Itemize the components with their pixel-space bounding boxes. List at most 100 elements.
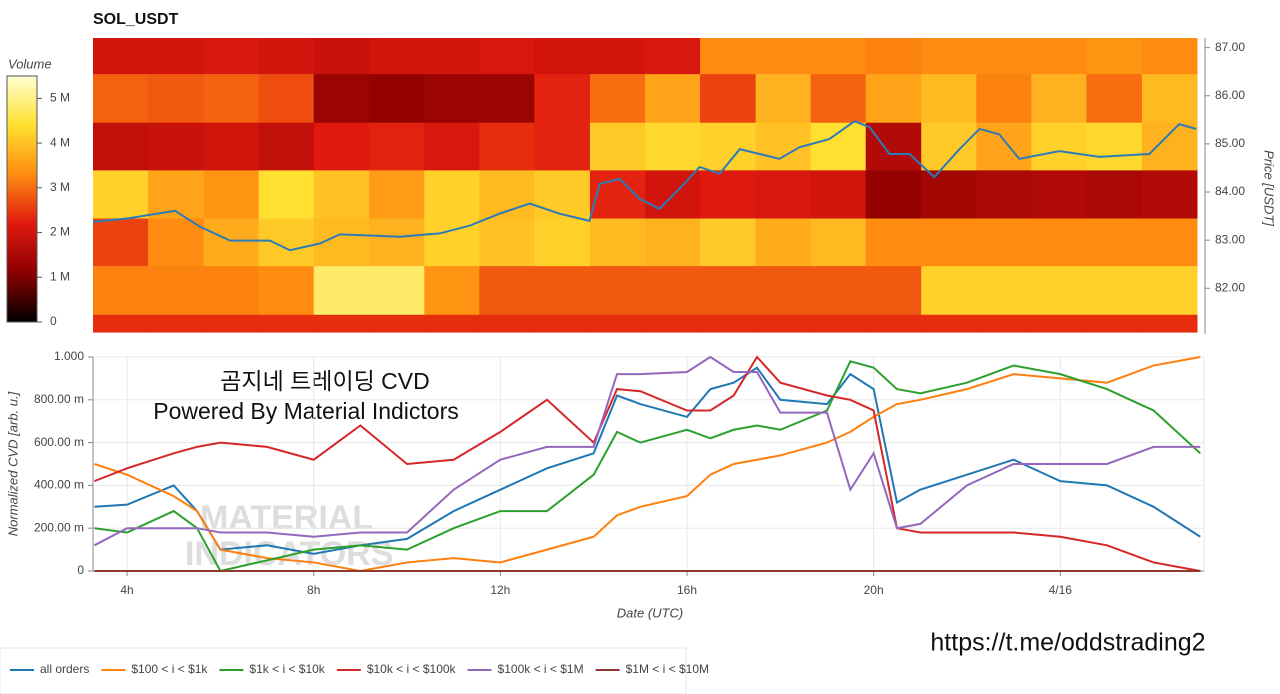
footer-link: https://t.me/oddstrading2 bbox=[930, 629, 1205, 657]
heatmap-cell bbox=[424, 73, 480, 123]
heatmap-cell bbox=[976, 38, 1032, 75]
heatmap-cell bbox=[479, 122, 535, 171]
y2-tick-label: 86.00 bbox=[1215, 88, 1245, 102]
heatmap-cell bbox=[369, 73, 425, 123]
heatmap-cell bbox=[865, 218, 922, 267]
heatmap-cell bbox=[921, 218, 977, 267]
heatmap-cell bbox=[1031, 38, 1087, 75]
heatmap-cell bbox=[1031, 314, 1087, 333]
heatmap-cell bbox=[424, 265, 480, 315]
y2-tick-label: 83.00 bbox=[1215, 232, 1245, 246]
heatmap-cell bbox=[313, 314, 370, 333]
heatmap-cell bbox=[865, 73, 922, 123]
heatmap-cell bbox=[258, 38, 315, 75]
heatmap-cell bbox=[424, 122, 480, 171]
heatmap-cell bbox=[313, 265, 370, 315]
heatmap-cell bbox=[148, 218, 205, 267]
heatmap-cell bbox=[700, 38, 757, 75]
heatmap-cell bbox=[534, 218, 591, 267]
heatmap-cell bbox=[865, 314, 922, 333]
heatmap-cell bbox=[700, 265, 757, 315]
heatmap-cell bbox=[534, 314, 591, 333]
heatmap-cell bbox=[921, 122, 977, 171]
chart-title: SOL_USDT bbox=[93, 11, 179, 28]
heatmap-cell bbox=[258, 218, 315, 267]
legend-label: $10k < i < $100k bbox=[367, 662, 457, 676]
heatmap-cell bbox=[700, 73, 757, 123]
heatmap-cell bbox=[1141, 314, 1198, 333]
heatmap-cell bbox=[203, 73, 260, 123]
heatmap-cell bbox=[1086, 265, 1143, 315]
heatmap-cell bbox=[755, 265, 812, 315]
heatmap-cell bbox=[203, 314, 260, 333]
heatmap-cell bbox=[534, 169, 591, 219]
heatmap-cell bbox=[700, 314, 757, 333]
heatmap-cell bbox=[589, 218, 646, 267]
y2-tick-label: 85.00 bbox=[1215, 136, 1245, 150]
heatmap-cell bbox=[258, 169, 315, 219]
heatmap-cell bbox=[810, 169, 867, 219]
y-tick-label: 200.00 m bbox=[34, 520, 84, 534]
heatmap-cell bbox=[313, 169, 370, 219]
colorbar-tick-label: 3 M bbox=[50, 180, 70, 194]
heatmap-cell bbox=[589, 73, 646, 123]
heatmap-cell bbox=[865, 122, 922, 171]
heatmap-cell bbox=[203, 38, 260, 75]
colorbar-label: Volume bbox=[8, 56, 52, 71]
heatmap-cell bbox=[645, 38, 701, 75]
x-tick-label: 20h bbox=[864, 583, 884, 597]
heatmap-cell bbox=[589, 314, 646, 333]
y-tick-label: 400.00 m bbox=[34, 478, 84, 492]
x-tick-label: 4h bbox=[120, 583, 133, 597]
heatmap-cell bbox=[976, 73, 1032, 123]
heatmap-cell bbox=[93, 218, 149, 267]
heatmap-cell bbox=[313, 73, 370, 123]
watermark: INDICATORS bbox=[185, 535, 393, 573]
heatmap-cell bbox=[369, 169, 425, 219]
heatmap-cell bbox=[313, 122, 370, 171]
heatmap-cell bbox=[810, 265, 867, 315]
heatmap-cell bbox=[589, 38, 646, 75]
heatmap-cell bbox=[93, 265, 149, 315]
heatmap-cell bbox=[1031, 169, 1087, 219]
y-tick-label: 1.000 bbox=[54, 349, 84, 363]
series-line bbox=[93, 355, 1201, 547]
heatmap-cell bbox=[369, 314, 425, 333]
heatmap-cell bbox=[810, 38, 867, 75]
heatmap-cell bbox=[865, 265, 922, 315]
heatmap-cell bbox=[921, 38, 977, 75]
heatmap-cell bbox=[93, 38, 149, 75]
heatmap-cell bbox=[1086, 73, 1143, 123]
heatmap-cell bbox=[148, 314, 205, 333]
heatmap-cell bbox=[93, 73, 149, 123]
heatmap-cell bbox=[93, 314, 149, 333]
heatmap-cell bbox=[700, 169, 757, 219]
legend-label: $100 < i < $1k bbox=[131, 662, 208, 676]
series-line bbox=[94, 355, 1201, 572]
heatmap-cell bbox=[424, 169, 480, 219]
heatmap-cell bbox=[865, 38, 922, 75]
heatmap-cell bbox=[755, 314, 812, 333]
heatmap-cell bbox=[148, 265, 205, 315]
legend-label: $100k < i < $1M bbox=[498, 662, 584, 676]
heatmap-cell bbox=[258, 73, 315, 123]
annotation: Powered By Material Indictors bbox=[153, 398, 459, 424]
heatmap-cell bbox=[865, 169, 922, 219]
heatmap-cell bbox=[700, 218, 757, 267]
heatmap-cell bbox=[976, 265, 1032, 315]
heatmap-cell bbox=[810, 122, 867, 171]
price-line bbox=[92, 120, 1197, 252]
heatmap-cell bbox=[976, 169, 1032, 219]
y-tick-label: 800.00 m bbox=[34, 392, 84, 406]
heatmap-cell bbox=[479, 218, 535, 267]
heatmap-cell bbox=[1141, 73, 1198, 123]
legend-label: $1M < i < $10M bbox=[626, 662, 709, 676]
heatmap-cell bbox=[1141, 122, 1198, 171]
heatmap-cell bbox=[921, 265, 977, 315]
heatmap-cell bbox=[93, 122, 149, 171]
heatmap-cell bbox=[589, 169, 646, 219]
y-axis-label: Normalized CVD [arb. u.] bbox=[5, 391, 20, 536]
heatmap-cell bbox=[645, 314, 701, 333]
heatmap-cell bbox=[534, 38, 591, 75]
